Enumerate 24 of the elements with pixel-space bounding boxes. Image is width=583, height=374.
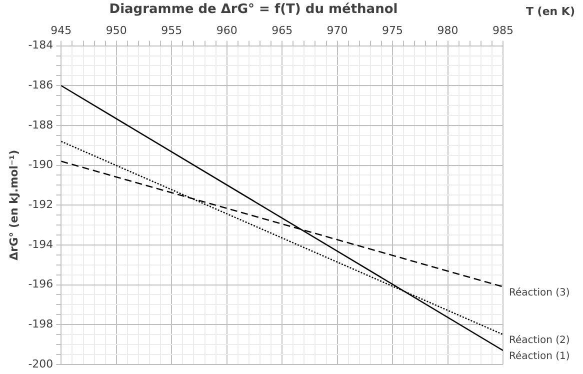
y-tick-label: -192 (28, 198, 54, 211)
x-tick-label: 955 (161, 24, 182, 38)
y-tick-label: -194 (28, 238, 54, 251)
series-label: Réaction (1) (509, 351, 570, 362)
series-label: Réaction (2) (509, 335, 570, 346)
y-tick-label: -198 (28, 317, 54, 330)
chart-title: Diagramme de ΔrG° = f(T) du méthanol (109, 2, 398, 18)
x-tick-label: 945 (50, 24, 72, 38)
x-tick-label: 960 (216, 24, 238, 38)
x-tick-label: 985 (492, 24, 514, 38)
series-label: Réaction (3) (509, 287, 570, 298)
x-tick-label: 975 (382, 24, 404, 38)
y-tick-label: -196 (28, 278, 54, 291)
y-tick-label: -184 (28, 38, 54, 52)
y-tick-label: -190 (28, 158, 54, 172)
x-axis-title: T (en K) (526, 4, 575, 18)
y-tick-label: -186 (28, 78, 54, 92)
y-axis-title: ΔrG° (en kJ.mol⁻¹) (7, 150, 20, 260)
x-tick-label: 965 (272, 24, 293, 38)
x-tick-label: 970 (326, 24, 348, 38)
y-tick-label: -188 (28, 118, 54, 132)
x-tick-label: 980 (437, 24, 458, 38)
y-tick-label: -200 (28, 357, 54, 370)
x-tick-label: 950 (106, 24, 127, 38)
